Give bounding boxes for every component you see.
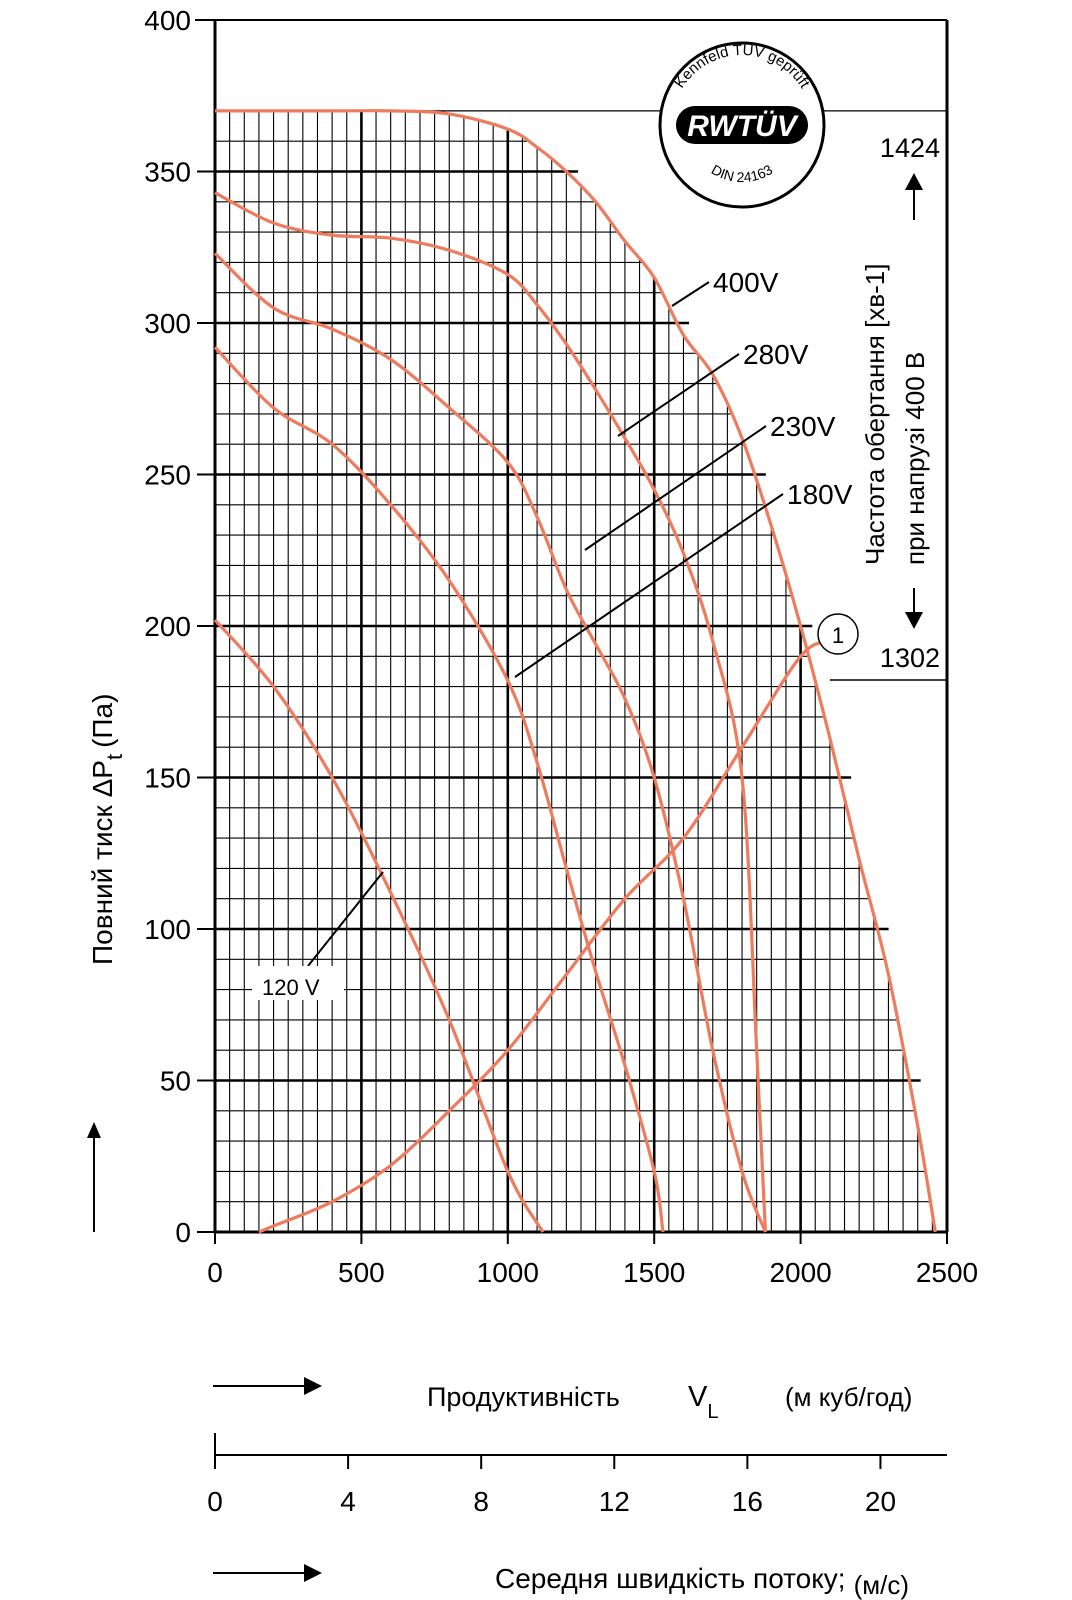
x-tick-label: 1500: [623, 1257, 685, 1288]
y-tick-label: 350: [144, 157, 191, 188]
x-axis-label: Продуктивність: [427, 1382, 620, 1412]
x-axis-symbol: VL: [688, 1381, 718, 1423]
curve-400v: [215, 109, 937, 1233]
x-tick-label: 0: [207, 1257, 223, 1288]
label-120v-bg: [252, 966, 344, 1000]
velocity-tick-label: 16: [732, 1486, 763, 1517]
curve-280v: [214, 191, 768, 1233]
y-axis-arrow: [87, 1122, 101, 1232]
y-tick-label: 150: [144, 763, 191, 794]
label-400v: 400V: [713, 267, 779, 298]
velocity-tick-label: 20: [865, 1486, 896, 1517]
curve-1: [258, 639, 831, 1234]
leader-120v: [307, 871, 384, 967]
system-curve-marker: 1: [817, 613, 859, 655]
velocity-tick-label: 0: [207, 1486, 223, 1517]
curve-labels: 400V 280V 230V 180V 120 V: [252, 267, 853, 1000]
performance-curves: [213, 109, 937, 1234]
grid: [215, 110, 947, 1234]
badge-standard: DIN 24163: [709, 161, 776, 185]
speed-up-arrow: [905, 173, 923, 220]
x-tick-label: 2000: [769, 1257, 831, 1288]
badge-brand: RWTÜV: [687, 110, 799, 143]
label-120v: 120 V: [262, 975, 320, 1000]
speed-label-line2: при напрузі 400 В: [900, 352, 930, 565]
y-tick-label: 400: [144, 5, 191, 36]
velocity-axis-arrow: [213, 1564, 322, 1582]
velocity-axis-label: Середня швидкість потоку; (м/с): [495, 1563, 909, 1600]
y-tick-label: 250: [144, 460, 191, 491]
speed-top-value: 1424: [880, 133, 940, 163]
y-tick-label: 200: [144, 611, 191, 642]
speed-label-line1: Частота обертання [хв-1]: [860, 264, 890, 565]
velocity-tick-label: 8: [473, 1486, 489, 1517]
leader-400v: [671, 281, 710, 307]
curve-230v: [213, 252, 767, 1233]
label-180v: 180V: [787, 479, 853, 510]
y-tick-label: 300: [144, 308, 191, 339]
velocity-tick-label: 12: [599, 1486, 630, 1517]
y-tick-label: 100: [144, 914, 191, 945]
speed-bottom-value: 1302: [880, 643, 940, 673]
x-axis-unit: (м куб/год): [785, 1382, 912, 1412]
x-tick-label: 2500: [916, 1257, 978, 1288]
y-axis-label: Повний тиск ΔPt(Па): [87, 694, 127, 965]
y-tick-label: 50: [160, 1066, 191, 1097]
velocity-axis: 0 4 8 12 16 20: [207, 1433, 947, 1517]
y-tick-label: 0: [175, 1217, 191, 1248]
speed-down-arrow: [905, 588, 923, 629]
leader-230v: [584, 425, 767, 551]
leader-280v: [617, 353, 740, 437]
x-axis-arrow: [213, 1377, 322, 1395]
x-tick-label: 1000: [477, 1257, 539, 1288]
label-230v: 230V: [770, 411, 836, 442]
leader-180v: [514, 493, 784, 678]
curve-120v: [213, 618, 545, 1233]
rwtuv-badge: Kennfeld TÜV geprüft DIN 24163 RWTÜV: [658, 41, 826, 209]
label-280v: 280V: [743, 339, 809, 370]
curve-180v: [213, 346, 665, 1233]
velocity-tick-label: 4: [340, 1486, 356, 1517]
svg-text:1: 1: [832, 623, 844, 648]
x-tick-label: 500: [338, 1257, 385, 1288]
axis-ticks: 0 50 100 150 200 250 300 350 400 0 500 1000 1500 2000…: [144, 5, 978, 1288]
